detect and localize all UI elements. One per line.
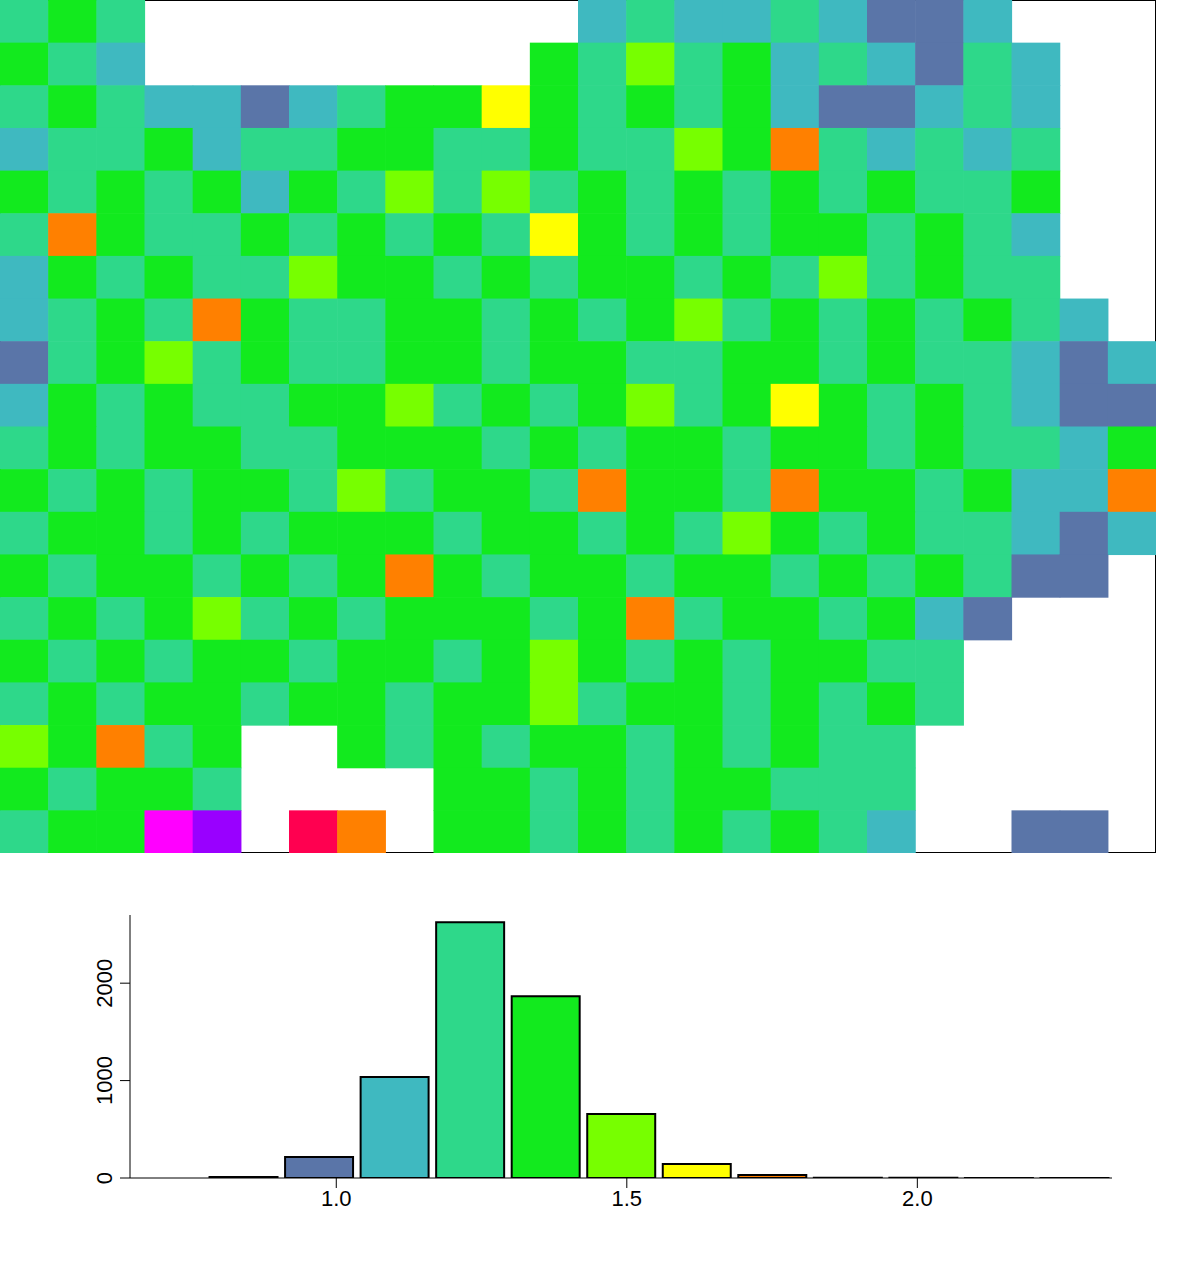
svg-text:1.0: 1.0 [321, 1186, 352, 1211]
svg-text:2000: 2000 [92, 959, 117, 1008]
svg-text:0: 0 [92, 1172, 117, 1184]
svg-text:2.0: 2.0 [902, 1186, 933, 1211]
svg-text:1.5: 1.5 [612, 1186, 643, 1211]
svg-text:1000: 1000 [92, 1056, 117, 1105]
